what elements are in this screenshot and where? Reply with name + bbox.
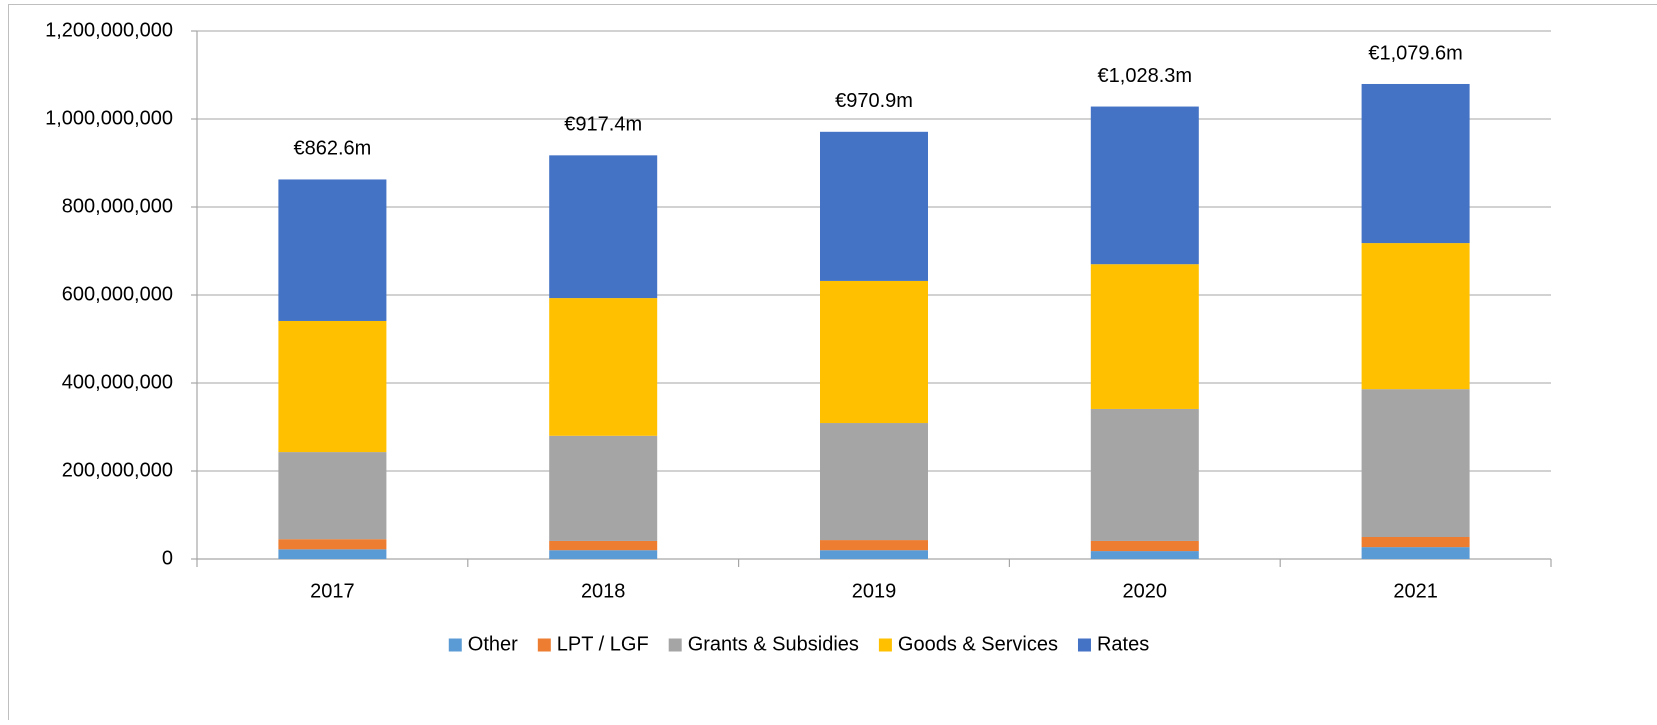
bar-segment xyxy=(549,541,657,550)
legend-label: Goods & Services xyxy=(898,633,1058,655)
legend-swatch xyxy=(538,639,551,652)
y-tick-label: 600,000,000 xyxy=(62,283,173,305)
legend-swatch xyxy=(449,639,462,652)
legend-label: Grants & Subsidies xyxy=(688,633,859,655)
bar-segment xyxy=(1091,541,1199,551)
y-tick-label: 400,000,000 xyxy=(62,371,173,393)
x-tick-label: 2019 xyxy=(852,580,897,602)
bar-segment xyxy=(1091,107,1199,265)
bar-segment xyxy=(1091,551,1199,559)
bar-segment xyxy=(1362,389,1470,537)
bar-segment xyxy=(549,550,657,559)
total-label: €862.6m xyxy=(293,138,371,160)
y-tick-label: 200,000,000 xyxy=(62,459,173,481)
bar-segment xyxy=(820,423,928,540)
bar-segment xyxy=(549,436,657,541)
bar-segment xyxy=(820,132,928,281)
bar-segment xyxy=(820,540,928,550)
bar-segment xyxy=(278,452,386,539)
bar-segment xyxy=(1362,537,1470,547)
bar-segment xyxy=(549,298,657,436)
bar-segment xyxy=(278,539,386,549)
legend-swatch xyxy=(669,639,682,652)
legend-label: LPT / LGF xyxy=(557,633,649,655)
total-label: €917.4m xyxy=(564,114,642,136)
y-tick-label: 0 xyxy=(162,547,173,569)
bar-segment xyxy=(1091,409,1199,541)
bar-segment xyxy=(1362,547,1470,559)
bar-segment xyxy=(278,321,386,452)
bar-segment xyxy=(1091,264,1199,409)
total-label: €970.9m xyxy=(835,90,913,112)
bar-segment xyxy=(549,155,657,298)
total-label: €1,079.6m xyxy=(1368,42,1463,64)
y-tick-label: 1,200,000,000 xyxy=(45,19,173,41)
y-tick-label: 1,000,000,000 xyxy=(45,107,173,129)
x-tick-label: 2020 xyxy=(1123,580,1168,602)
x-tick-label: 2021 xyxy=(1393,580,1438,602)
x-tick-label: 2018 xyxy=(581,580,626,602)
bar-segment xyxy=(820,281,928,423)
y-tick-label: 800,000,000 xyxy=(62,195,173,217)
bar-segment xyxy=(1362,84,1470,243)
total-label: €1,028.3m xyxy=(1098,65,1193,87)
legend-label: Rates xyxy=(1097,633,1149,655)
legend-swatch xyxy=(1078,639,1091,652)
bar-segment xyxy=(278,549,386,559)
legend-swatch xyxy=(879,639,892,652)
bar-segment xyxy=(278,179,386,321)
x-tick-label: 2017 xyxy=(310,580,355,602)
bar-segment xyxy=(1362,243,1470,389)
bar-segment xyxy=(820,550,928,559)
legend-label: Other xyxy=(468,633,518,655)
